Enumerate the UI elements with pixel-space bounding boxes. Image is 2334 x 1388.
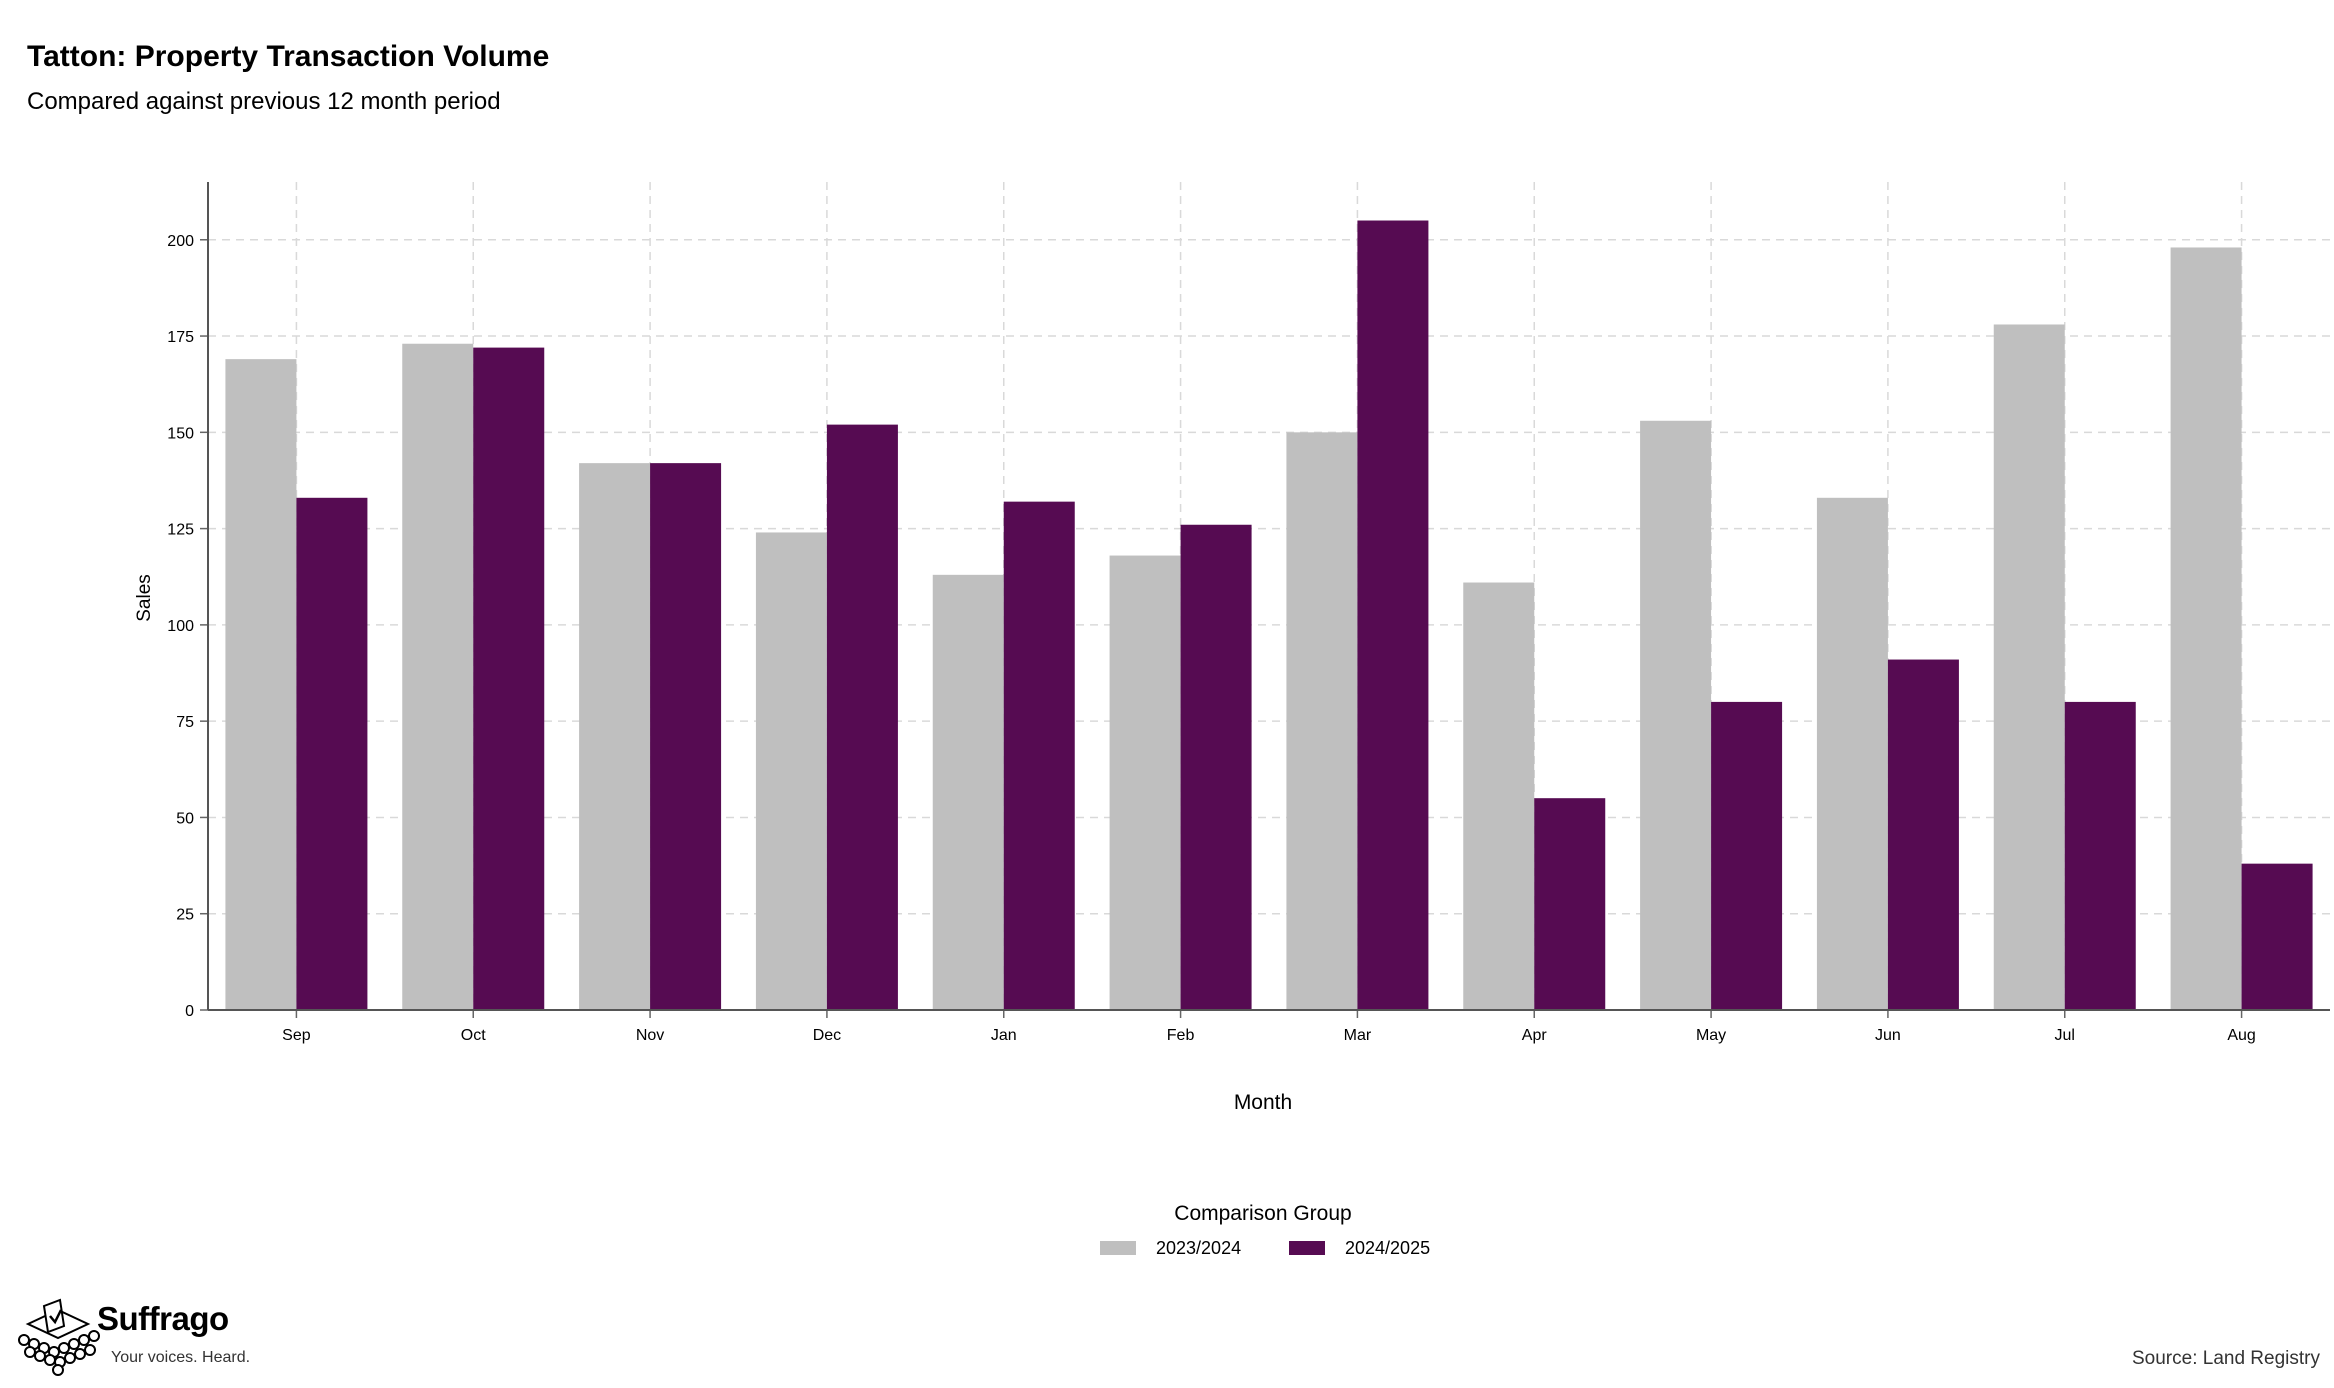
chart-subtitle: Compared against previous 12 month perio… — [27, 88, 501, 115]
y-tick-label: 150 — [167, 425, 194, 442]
x-tick-label: Aug — [2227, 1027, 2255, 1044]
bar-2023/2024-Oct — [402, 343, 474, 1010]
y-axis-label: Sales — [134, 574, 155, 622]
x-tick-label: Feb — [1167, 1027, 1195, 1044]
bar-2024/2025-Jul — [2064, 701, 2136, 1010]
bar-2023/2024-Jun — [1816, 497, 1888, 1010]
y-tick-label: 25 — [176, 907, 194, 924]
y-tick-label: 50 — [176, 810, 194, 827]
ballot-box-icon — [18, 1298, 100, 1376]
x-tick-label: Oct — [461, 1027, 486, 1044]
bar-2023/2024-May — [1640, 420, 1712, 1010]
y-tick-label: 0 — [185, 1003, 194, 1020]
legend-label: 2023/2024 — [1156, 1238, 1241, 1258]
x-axis-label: Month — [1234, 1091, 1292, 1114]
x-tick-label: Jul — [2055, 1027, 2075, 1044]
legend-title: Comparison Group — [1174, 1202, 1351, 1225]
bar-2024/2025-Aug — [2241, 863, 2313, 1010]
bar-2024/2025-Mar — [1357, 220, 1429, 1011]
x-tick-label: Sep — [282, 1027, 311, 1044]
legend-swatch — [1100, 1241, 1136, 1255]
axes — [200, 182, 2330, 1018]
bar-2023/2024-Jul — [1993, 324, 2065, 1010]
bar-2024/2025-Nov — [650, 463, 722, 1010]
x-tick-label: Dec — [813, 1027, 841, 1044]
bar-2024/2025-Jan — [1003, 501, 1075, 1010]
bars — [225, 220, 2313, 1011]
bar-2024/2025-May — [1711, 701, 1783, 1010]
bar-2023/2024-Jan — [932, 574, 1004, 1010]
x-tick-label: Mar — [1344, 1027, 1372, 1044]
x-tick-label: Apr — [1522, 1027, 1548, 1044]
bar-2023/2024-Sep — [225, 359, 297, 1010]
x-tick-label: May — [1696, 1027, 1726, 1044]
y-tick-label: 100 — [167, 618, 194, 635]
y-tick-label: 200 — [167, 233, 194, 250]
bar-2024/2025-Sep — [296, 497, 368, 1010]
brand-name: Suffrago — [97, 1300, 229, 1337]
bar-2023/2024-Aug — [2170, 247, 2242, 1010]
chart-title: Tatton: Property Transaction Volume — [27, 40, 550, 73]
bar-2023/2024-Apr — [1463, 582, 1535, 1010]
legend-label: 2024/2025 — [1345, 1238, 1430, 1258]
bar-2024/2025-Feb — [1180, 524, 1252, 1010]
x-tick-label: Nov — [636, 1027, 664, 1044]
bar-2023/2024-Feb — [1109, 555, 1181, 1010]
y-tick-label: 75 — [176, 714, 194, 731]
legend: Comparison Group 2023/2024 2024/2025 — [1100, 1202, 1430, 1258]
bar-2024/2025-Jun — [1887, 659, 1959, 1010]
bar-2024/2025-Dec — [826, 424, 898, 1010]
brand-tagline: Your voices. Heard. — [111, 1349, 251, 1366]
suffrago-logo — [14, 1296, 274, 1376]
y-tick-label: 125 — [167, 522, 194, 539]
bar-2023/2024-Mar — [1286, 432, 1358, 1011]
tick-labels: 0 25 50 75 100 125 150 175 200 Sep Oct Nov Dec Jan Feb… — [167, 233, 2256, 1044]
bar-2024/2025-Apr — [1534, 798, 1606, 1010]
bar-2023/2024-Nov — [579, 463, 651, 1010]
legend-swatch — [1289, 1241, 1325, 1255]
bar-2024/2025-Oct — [473, 347, 545, 1011]
x-tick-label: Jan — [991, 1027, 1017, 1044]
y-tick-label: 175 — [167, 329, 194, 346]
source-note: Source: Land Registry — [2132, 1348, 2320, 1369]
x-tick-label: Jun — [1875, 1027, 1901, 1044]
bar-2023/2024-Dec — [755, 532, 827, 1010]
